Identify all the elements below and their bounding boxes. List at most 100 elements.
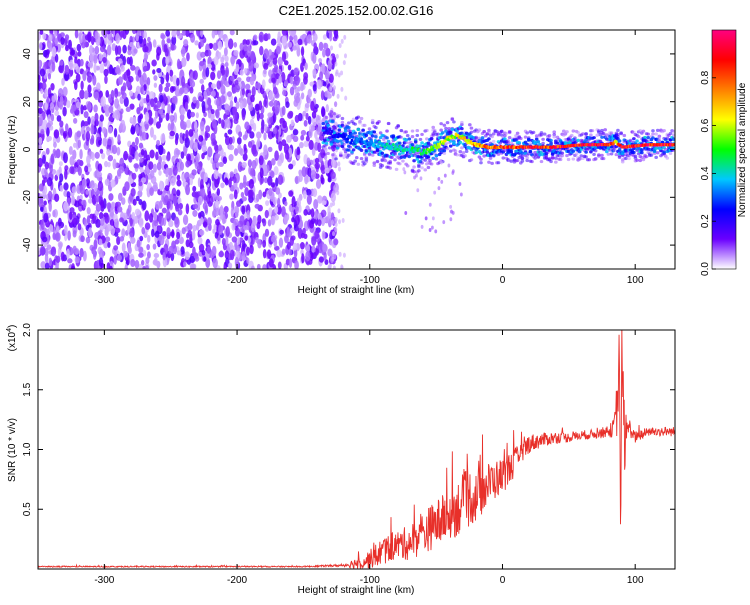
signal-core-cell (467, 138, 471, 143)
signal-halo-cell (410, 129, 415, 133)
y-tick-label: -40 (22, 237, 33, 252)
signal-halo-cell (604, 150, 609, 154)
noise-cell (225, 109, 230, 116)
noise-cell (247, 236, 252, 244)
noise-cell (176, 189, 181, 197)
signal-halo-cell (420, 161, 424, 165)
signal-halo-cell (507, 129, 512, 134)
noise-cell (145, 94, 150, 103)
noise-cell (106, 202, 112, 210)
noise-cell (288, 30, 294, 36)
noise-cell (242, 153, 248, 161)
signal-halo-cell (479, 161, 483, 165)
signal-halo-cell (531, 130, 536, 135)
noise-cell (262, 248, 267, 259)
noise-cell (307, 98, 312, 104)
noise-cell (166, 200, 171, 210)
noise-cell (102, 126, 107, 134)
signal-halo-cell (566, 157, 571, 162)
noise-cell (277, 159, 282, 167)
signal-halo-cell (417, 169, 421, 173)
signal-halo-cell (654, 146, 658, 150)
noise-cell (129, 227, 134, 238)
noise-cell (162, 230, 167, 237)
noise-cell (52, 232, 56, 240)
noise-cell (41, 236, 48, 243)
x-tick-label: -300 (94, 275, 114, 286)
noise-cell (98, 139, 102, 146)
noise-cell (328, 165, 332, 171)
signal-halo-cell (448, 144, 453, 148)
noise-cell (171, 102, 176, 111)
noise-cell (126, 68, 131, 79)
noise-cell (228, 262, 233, 269)
noise-cell (236, 200, 242, 207)
noise-cell (69, 59, 74, 71)
noise-cell (130, 65, 136, 71)
snr-y-label: SNR (10 * v/v) (7, 418, 18, 482)
noise-cell (314, 162, 321, 170)
noise-cell (107, 154, 114, 162)
signal-halo-cell (423, 168, 428, 172)
noise-cell (89, 44, 94, 56)
noise-cell (102, 30, 108, 39)
noise-cell (180, 107, 186, 116)
noise-cell (176, 250, 182, 256)
noise-cell (289, 86, 295, 96)
signal-core-cell (350, 138, 354, 142)
noise-cell (48, 201, 52, 212)
signal-halo-cell (374, 135, 378, 139)
noise-cell (98, 249, 105, 260)
noise-cell (295, 95, 301, 104)
signal-core-cell (364, 142, 368, 146)
noise-cell (310, 125, 316, 132)
noise-cell (85, 189, 89, 195)
noise-cell (244, 121, 250, 130)
noise-cell (119, 122, 124, 131)
noise-cell (98, 53, 103, 62)
noise-cell (149, 149, 155, 159)
signal-halo-cell (485, 150, 490, 154)
noise-cell (117, 134, 121, 143)
signal-halo-cell (571, 129, 576, 133)
noise-cell (241, 205, 246, 215)
noise-cell (317, 142, 322, 153)
y-tick-label: -20 (22, 190, 33, 205)
noise-cell (210, 111, 215, 122)
signal-tail-cell (459, 192, 463, 197)
signal-halo-cell (590, 129, 595, 133)
noise-cell (64, 34, 70, 41)
noise-cell (311, 236, 317, 246)
noise-cell (205, 257, 211, 269)
noise-cell (108, 105, 114, 114)
noise-cell (50, 102, 55, 109)
noise-cell (308, 129, 313, 138)
noise-cell (39, 30, 44, 35)
noise-cell (328, 73, 334, 83)
signal-halo-cell (399, 135, 404, 139)
noise-cell (112, 158, 117, 170)
signal-halo-cell (536, 155, 541, 159)
noise-cell (165, 30, 171, 37)
noise-cell (60, 251, 65, 262)
noise-cell (216, 99, 220, 107)
noise-cell (259, 112, 264, 120)
noise-cell (253, 62, 260, 69)
signal-halo-cell (547, 134, 552, 138)
noise-cell (79, 58, 84, 67)
signal-halo-cell (324, 115, 329, 119)
noise-cell (176, 174, 181, 181)
noise-cell (246, 209, 251, 221)
noise-cell (38, 59, 43, 68)
noise-cell (267, 112, 273, 118)
noise-cell (66, 191, 71, 199)
noise-cell (44, 167, 48, 176)
noise-cell (75, 73, 81, 83)
noise-cell (278, 140, 283, 152)
signal-halo-cell (444, 142, 448, 146)
noise-cell (320, 165, 325, 171)
noise-cell (304, 102, 310, 109)
noise-cell (294, 176, 299, 185)
noise-cell (188, 129, 194, 137)
noise-cell (219, 213, 224, 220)
